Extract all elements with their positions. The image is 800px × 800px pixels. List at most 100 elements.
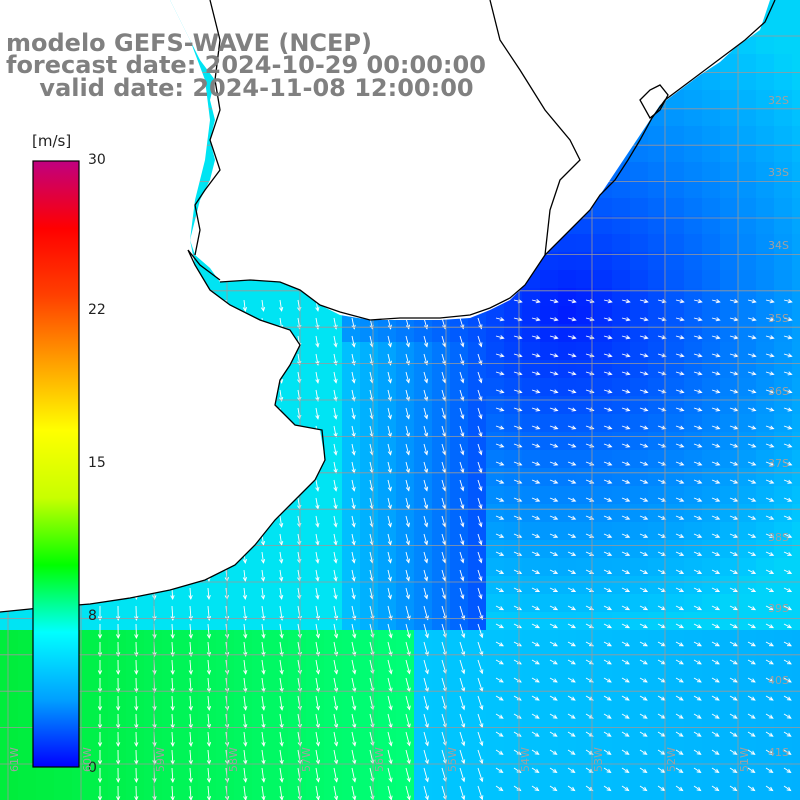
wind-speed-cell (414, 324, 432, 342)
wind-speed-cell (756, 216, 774, 234)
longitude-label: 55W (446, 747, 459, 772)
wind-speed-cell (720, 774, 738, 792)
wind-speed-cell (450, 324, 468, 342)
wind-speed-cell (522, 324, 540, 342)
wind-speed-cell (630, 702, 648, 720)
wind-speed-cell (270, 576, 288, 594)
wind-speed-cell (504, 684, 522, 702)
wind-speed-cell (738, 198, 756, 216)
wind-arrow (477, 335, 483, 348)
wind-speed-cell (378, 450, 396, 468)
wind-speed-cell (234, 558, 252, 576)
wind-speed-cell (360, 648, 378, 666)
latitude-label: 35S (768, 312, 789, 325)
longitude-label: 60W (81, 747, 94, 772)
wind-speed-cell (306, 360, 324, 378)
wind-speed-cell (702, 738, 720, 756)
wind-speed-cell (774, 54, 792, 72)
wind-speed-cell (576, 792, 594, 800)
wind-speed-cell (396, 684, 414, 702)
wind-arrow (675, 299, 685, 304)
wind-speed-cell (684, 270, 702, 288)
wind-speed-cell (792, 666, 800, 684)
wind-speed-cell (126, 648, 144, 666)
wind-speed-cell (270, 594, 288, 612)
wind-arrow (423, 335, 429, 348)
wind-speed-cell (18, 774, 36, 792)
wind-speed-cell (180, 594, 198, 612)
wind-speed-cell (378, 648, 396, 666)
wind-speed-cell (144, 612, 162, 630)
wind-speed-cell (558, 270, 576, 288)
wind-speed-cell (558, 720, 576, 738)
wind-speed-cell (774, 756, 792, 774)
wind-speed-cell (396, 720, 414, 738)
wind-speed-cell (702, 270, 720, 288)
wind-speed-cell (648, 378, 666, 396)
wind-speed-cell (468, 774, 486, 792)
wind-speed-cell (288, 612, 306, 630)
wind-speed-cell (414, 486, 432, 504)
wind-speed-cell (792, 504, 800, 522)
wind-speed-cell (342, 648, 360, 666)
wind-speed-cell (774, 18, 792, 36)
wind-arrow (621, 335, 631, 340)
latitude-label: 41S (768, 746, 789, 759)
wind-speed-cell (432, 432, 450, 450)
wind-speed-cell (540, 306, 558, 324)
wind-speed-cell (738, 720, 756, 738)
wind-speed-cell (630, 360, 648, 378)
wind-speed-cell (378, 432, 396, 450)
wind-speed-cell (720, 306, 738, 324)
wind-speed-cell (504, 738, 522, 756)
wind-speed-cell (414, 738, 432, 756)
wind-speed-cell (90, 684, 108, 702)
wind-speed-cell (630, 756, 648, 774)
wind-speed-cell (0, 648, 18, 666)
wind-speed-cell (414, 504, 432, 522)
wind-speed-cell (216, 648, 234, 666)
wind-speed-cell (180, 756, 198, 774)
wind-speed-cell (414, 342, 432, 360)
wind-speed-cell (108, 648, 126, 666)
wind-speed-cell (558, 288, 576, 306)
wind-speed-cell (432, 774, 450, 792)
wind-speed-cell (126, 792, 144, 800)
wind-speed-cell (594, 288, 612, 306)
wind-speed-cell (432, 450, 450, 468)
wind-speed-cell (270, 612, 288, 630)
wind-arrow (549, 317, 559, 322)
wind-speed-cell (558, 252, 576, 270)
wind-speed-cell (360, 504, 378, 522)
wind-speed-cell (666, 198, 684, 216)
wind-speed-cell (306, 324, 324, 342)
wind-speed-cell (0, 756, 18, 774)
wind-speed-cell (288, 648, 306, 666)
wind-speed-cell (468, 324, 486, 342)
wind-speed-cell (0, 630, 18, 648)
wind-arrow (477, 317, 483, 330)
wind-arrow (495, 335, 505, 340)
wind-arrow (675, 317, 685, 322)
wind-arrow (387, 335, 392, 348)
wind-speed-cell (324, 630, 342, 648)
wind-speed-cell (288, 576, 306, 594)
longitude-label: 56W (373, 747, 386, 772)
wind-speed-cell (792, 468, 800, 486)
wind-speed-cell (666, 288, 684, 306)
wind-arrow (603, 317, 613, 322)
wind-speed-cell (450, 792, 468, 800)
wind-speed-cell (126, 630, 144, 648)
wind-speed-cell (702, 144, 720, 162)
wind-speed-cell (792, 72, 800, 90)
wind-speed-cell (702, 216, 720, 234)
wind-speed-cell (324, 324, 342, 342)
wind-speed-cell (792, 54, 800, 72)
wind-speed-cell (558, 702, 576, 720)
wind-speed-cell (792, 432, 800, 450)
wind-arrow (639, 317, 649, 322)
wind-speed-cell (324, 738, 342, 756)
wind-speed-cell (756, 36, 774, 54)
wind-speed-cell (774, 90, 792, 108)
wind-speed-cell (432, 666, 450, 684)
